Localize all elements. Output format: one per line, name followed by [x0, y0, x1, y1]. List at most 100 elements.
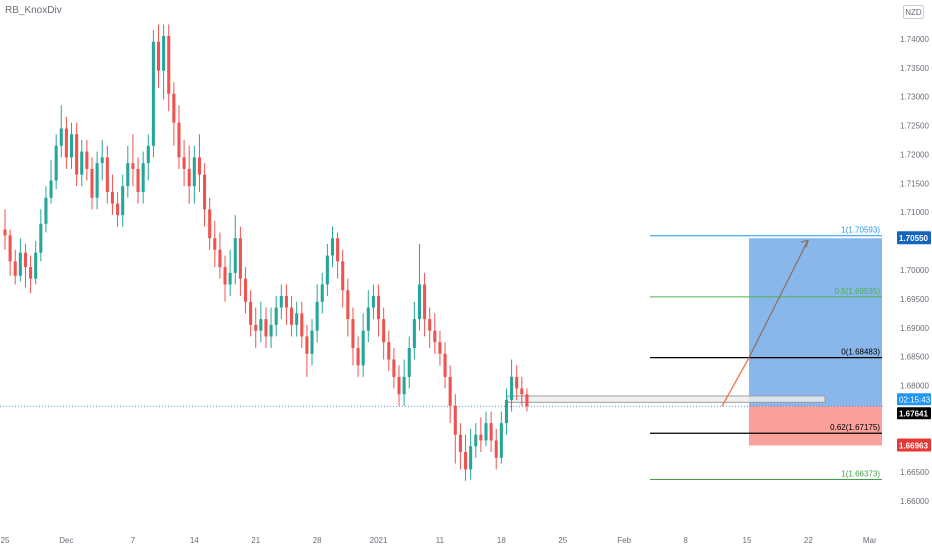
candle	[136, 157, 140, 204]
candle-body	[213, 238, 217, 250]
candle-body	[407, 348, 411, 377]
y-tick-label: 1.71000	[900, 208, 929, 217]
candle-body	[397, 376, 401, 395]
candle	[80, 140, 84, 187]
author-name: RB_KnoxDiv	[5, 5, 62, 16]
candle-body	[392, 359, 396, 377]
candle-body	[100, 157, 104, 164]
candle	[44, 186, 48, 233]
stop-price-tag-bg	[897, 438, 931, 452]
y-tick-label: 1.69500	[900, 295, 929, 304]
candle-body	[259, 319, 263, 331]
candle	[336, 232, 340, 279]
candle-body	[192, 157, 196, 187]
candle-body	[443, 353, 447, 377]
x-tick-label: 21	[251, 536, 260, 545]
projection-segment	[721, 357, 750, 407]
x-tick-label: 22	[804, 536, 813, 545]
candle	[310, 319, 314, 366]
candle	[75, 122, 79, 187]
candle-body	[34, 252, 38, 279]
stop-zone	[749, 406, 882, 446]
candle	[249, 290, 253, 337]
candle-body	[479, 434, 483, 441]
candle-body	[269, 324, 273, 337]
candle	[382, 307, 386, 360]
candle	[228, 249, 232, 296]
candle	[351, 307, 355, 366]
candle	[197, 134, 201, 192]
candle-body	[141, 163, 145, 192]
candle	[356, 336, 360, 377]
target-zone	[749, 238, 882, 407]
fib-level-label: 0.62(1.67175)	[830, 423, 880, 432]
target-price-tag: 1.70550	[899, 234, 928, 243]
candle-body	[346, 290, 350, 320]
y-tick-label: 1.66000	[900, 497, 929, 506]
candle	[182, 140, 186, 187]
y-tick-label: 1.68000	[900, 382, 929, 391]
candle-body	[243, 278, 248, 302]
candle	[387, 330, 391, 372]
price-axis[interactable]: 1.74000 1.73500 1.73000 1.72500 1.72000 1.715…	[900, 35, 929, 506]
candle	[300, 301, 304, 348]
candle-body	[474, 434, 478, 447]
candle	[366, 290, 370, 343]
candle	[504, 388, 508, 435]
candle	[233, 215, 237, 285]
candle	[54, 134, 58, 190]
fib-level-label: 1(1.70593)	[841, 226, 880, 235]
x-tick-label: 28	[313, 536, 322, 545]
candle	[126, 145, 130, 198]
current-price-tag: 1.67641	[899, 409, 928, 418]
candle-body	[295, 313, 299, 325]
currency-badge[interactable]: NZD	[903, 5, 924, 19]
candle-body	[44, 197, 48, 224]
candle	[479, 417, 483, 452]
target-price-tag-bg	[897, 231, 931, 245]
candle-body	[494, 440, 498, 458]
x-tick-label: 2021	[370, 536, 388, 545]
candle-body	[489, 423, 493, 441]
price-tags: 1.70550 1.66963 02:15:43 1.67641	[897, 231, 931, 452]
candle-body	[428, 319, 432, 331]
x-tick-label: Dec	[59, 536, 73, 545]
candle	[34, 241, 38, 285]
candle	[213, 220, 217, 268]
candle	[29, 255, 33, 294]
candle-body	[156, 41, 161, 71]
candle-body	[172, 93, 176, 123]
y-tick-label: 1.72000	[900, 150, 929, 159]
candle	[417, 244, 422, 331]
x-tick-label: Mar	[863, 536, 877, 545]
candle	[259, 301, 263, 343]
candle-body	[167, 36, 171, 94]
candle-body	[254, 324, 258, 331]
candle-body	[162, 36, 166, 71]
candle	[423, 272, 427, 337]
candle	[463, 434, 468, 481]
candle	[448, 365, 452, 424]
candle	[18, 238, 22, 282]
candle-body	[515, 376, 519, 389]
candle-body	[85, 151, 89, 169]
candle-body	[458, 434, 462, 452]
candle	[499, 411, 503, 464]
candle	[361, 313, 365, 377]
candle-body	[249, 301, 253, 325]
countdown-tag-bg	[897, 393, 931, 406]
candle	[243, 267, 248, 314]
candle-body	[39, 223, 43, 253]
time-axis[interactable]: 25 Dec 7 14 21 28 2021 11 18 25 Feb 8 15 22 Mar	[1, 536, 877, 545]
candle	[489, 411, 493, 452]
candle	[59, 105, 63, 158]
candle	[290, 296, 294, 337]
candle-body	[423, 284, 427, 320]
candle	[330, 226, 335, 268]
candle-body	[264, 319, 268, 337]
candle	[146, 134, 150, 181]
x-tick-label: 18	[497, 536, 506, 545]
candle-body	[8, 235, 12, 262]
candle-body	[356, 348, 360, 366]
